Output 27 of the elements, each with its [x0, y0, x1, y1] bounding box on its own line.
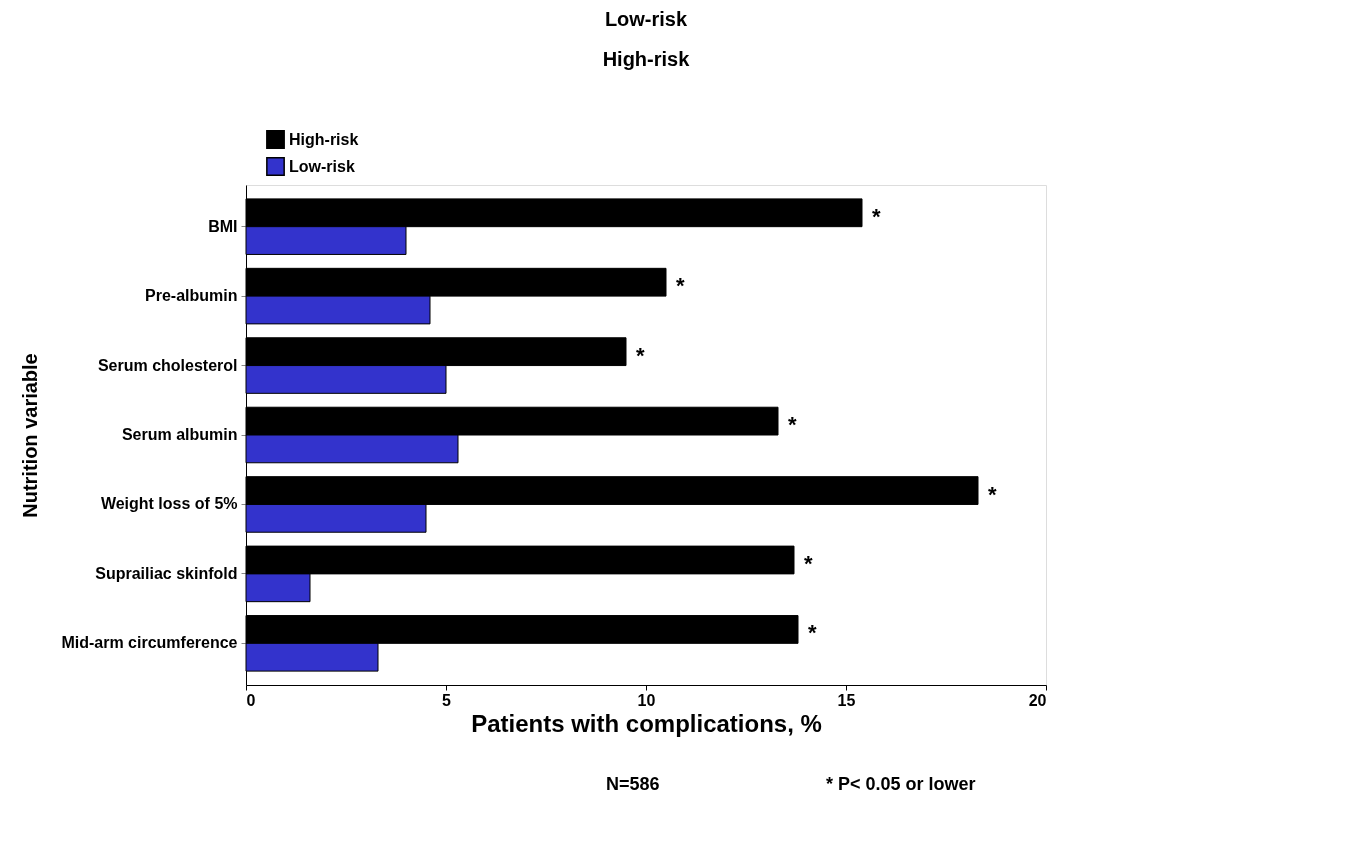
- data-label: *: [804, 551, 813, 576]
- x-tick-label: 15: [837, 691, 856, 709]
- y-tick-label: Mid-arm circumference: [61, 634, 238, 652]
- text: * P< 0.05 or lower: [826, 774, 976, 794]
- legend-label: Low-risk: [289, 157, 355, 175]
- x-tick-label: 0: [246, 691, 256, 709]
- legend-label: High-risk: [289, 130, 359, 148]
- data-label: *: [988, 481, 997, 507]
- data-label: *: [676, 273, 685, 299]
- text: High-risk: [602, 48, 691, 70]
- data-label: *: [788, 412, 797, 438]
- text: N=586: [606, 774, 660, 794]
- y-tick-label: Weight loss of 5%: [100, 495, 238, 513]
- y-tick-label: Serum albumin: [121, 426, 238, 443]
- data-label: *: [872, 203, 881, 229]
- y-tick-label: BMI: [208, 217, 238, 235]
- y-axis-title: Nutrition variable: [19, 353, 42, 518]
- x-tick-label: 10: [637, 691, 656, 709]
- x-axis-title: Patients with complications, %: [471, 709, 822, 737]
- y-tick-label: Serum cholesterol: [97, 356, 238, 374]
- data-label: *: [636, 342, 645, 368]
- x-tick-label: 20: [1028, 691, 1047, 709]
- y-tick-label: Pre-albumin: [145, 287, 238, 305]
- text: Low-risk: [604, 8, 688, 30]
- x-tick-label: 5: [442, 691, 452, 709]
- data-label: *: [808, 620, 817, 646]
- y-tick-label: Suprailiac skinfold: [95, 564, 238, 582]
